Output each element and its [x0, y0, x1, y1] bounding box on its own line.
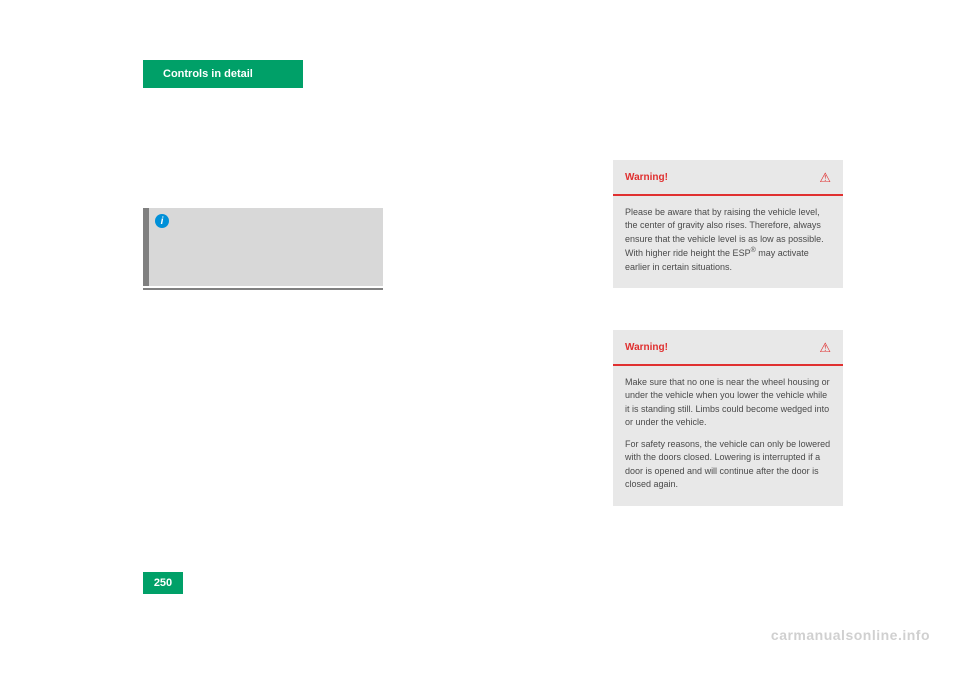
- page-number: 250: [143, 572, 183, 594]
- warning-body: Make sure that no one is near the wheel …: [613, 366, 843, 506]
- warning-triangle-icon: ⚠: [819, 338, 831, 358]
- warning-box-2: Warning! ⚠ Make sure that no one is near…: [613, 330, 843, 506]
- warning-body: Please be aware that by raising the vehi…: [613, 196, 843, 289]
- info-stripe: [143, 208, 149, 286]
- warning-paragraph: For safety reasons, the vehicle can only…: [625, 438, 831, 492]
- info-icon-glyph: i: [161, 216, 164, 227]
- warning-header: Warning! ⚠: [613, 160, 843, 196]
- warning-paragraph: Please be aware that by raising the vehi…: [625, 206, 831, 275]
- warning-header: Warning! ⚠: [613, 330, 843, 366]
- warning-triangle-icon: ⚠: [819, 168, 831, 188]
- warning-title: Warning!: [625, 340, 668, 355]
- manual-page: Controls in detail i Warning! ⚠ Please b…: [143, 60, 843, 620]
- info-divider: [143, 288, 383, 290]
- warning-title: Warning!: [625, 170, 668, 185]
- section-title: Controls in detail: [163, 68, 253, 80]
- watermark: carmanualsonline.info: [771, 627, 930, 643]
- page-number-value: 250: [154, 577, 172, 589]
- info-icon: i: [155, 214, 169, 228]
- warning-paragraph: Make sure that no one is near the wheel …: [625, 376, 831, 430]
- section-header: Controls in detail: [143, 60, 303, 88]
- info-note-box: i: [143, 208, 383, 286]
- warning-box-1: Warning! ⚠ Please be aware that by raisi…: [613, 160, 843, 288]
